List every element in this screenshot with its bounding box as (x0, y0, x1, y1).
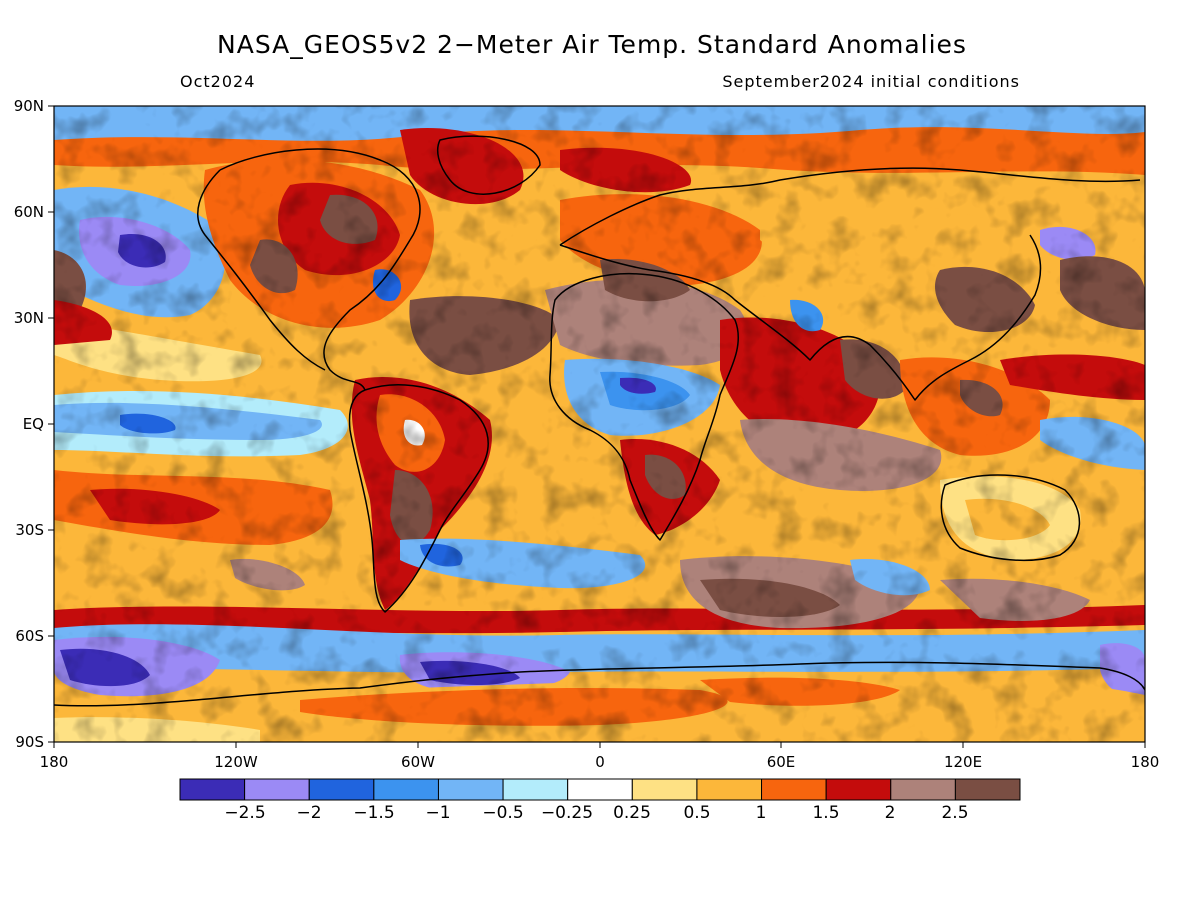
colorbar-swatch (825, 778, 892, 801)
longitude-labels: 180 120W 60W 0 60E 120E 180 (40, 753, 1160, 771)
anomaly-field (54, 106, 1145, 742)
colorbar-swatch (631, 778, 698, 801)
lat-label: 30S (15, 521, 44, 539)
axis-ticks (48, 105, 1146, 748)
colorbar-swatch (954, 778, 1021, 801)
latitude-labels: 90N 60N 30N EQ 30S 60S 90S (14, 97, 44, 751)
colorbar-labels: −2.5 −2 −1.5 −1 −0.5 −0.25 0.25 0.5 1 1.… (224, 803, 968, 823)
colorbar-label: 1 (756, 803, 767, 823)
colorbar-label: 1.5 (812, 803, 839, 823)
lat-label: 90N (14, 97, 44, 115)
lon-label: 180 (40, 753, 69, 771)
lon-label: 0 (595, 753, 605, 771)
colorbar-swatch (567, 778, 633, 801)
lat-label: 60N (14, 203, 44, 221)
map-title: NASA_GEOS5v2 2−Meter Air Temp. Standard … (217, 30, 967, 59)
colorbar: −2.5 −2 −1.5 −1 −0.5 −0.25 0.25 0.5 1 1.… (179, 778, 1021, 823)
colorbar-label: −2 (296, 803, 321, 823)
lat-label: 90S (15, 733, 44, 751)
colorbar-swatches (179, 778, 1021, 801)
coastlines (54, 135, 1145, 707)
forecast-month-label: Oct2024 (180, 72, 255, 91)
colorbar-label: −1.5 (353, 803, 394, 823)
lon-label: 120E (944, 753, 982, 771)
colorbar-label: −0.5 (482, 803, 523, 823)
lon-label: 180 (1131, 753, 1160, 771)
colorbar-swatch (373, 778, 439, 801)
colorbar-swatch (761, 778, 827, 801)
colorbar-label: −2.5 (224, 803, 265, 823)
lat-label: 60S (15, 627, 44, 645)
lon-label: 120W (214, 753, 258, 771)
colorbar-label: 0.5 (683, 803, 710, 823)
colorbar-swatch (890, 778, 956, 801)
colorbar-swatch (502, 778, 569, 801)
colorbar-swatch (437, 778, 504, 801)
colorbar-swatch (244, 778, 310, 801)
colorbar-swatch (696, 778, 763, 801)
lon-label: 60E (767, 753, 796, 771)
colorbar-label: −1 (425, 803, 450, 823)
colorbar-label: 2 (885, 803, 896, 823)
lat-label: EQ (23, 415, 44, 433)
colorbar-swatch (308, 778, 375, 801)
lon-label: 60W (401, 753, 435, 771)
colorbar-label: 0.25 (613, 803, 651, 823)
lat-label: 30N (14, 309, 44, 327)
colorbar-swatch (179, 778, 246, 801)
colorbar-label: −0.25 (541, 803, 593, 823)
initial-conditions-label: September2024 initial conditions (722, 72, 1020, 91)
colorbar-label: 2.5 (941, 803, 968, 823)
